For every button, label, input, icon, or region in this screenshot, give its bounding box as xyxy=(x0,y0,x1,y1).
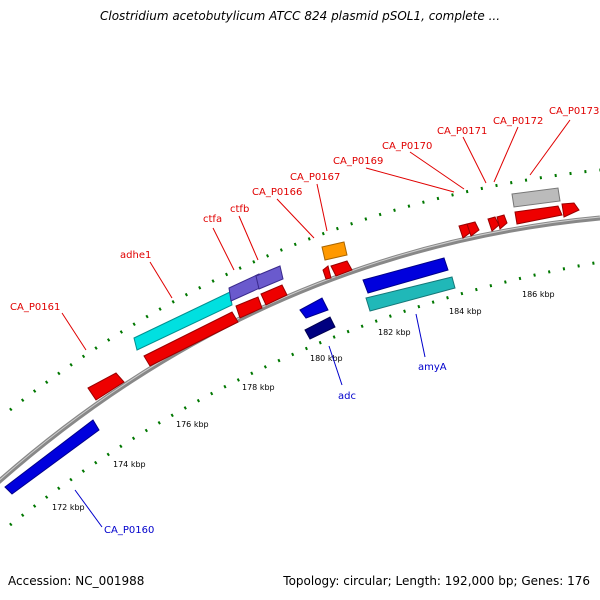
kbp-label-180: 180 kbp xyxy=(310,354,343,363)
topology-stats-text: Topology: circular; Length: 192,000 bp; … xyxy=(283,574,590,588)
plasmid-backbone xyxy=(0,215,600,484)
kbp-label-178: 178 kbp xyxy=(242,383,275,392)
gene-teal[interactable] xyxy=(365,276,456,312)
gene-ca-p0167-a[interactable] xyxy=(322,265,332,280)
label-ctfb[interactable]: ctfb xyxy=(230,204,249,215)
label-ca-p0169[interactable]: CA_P0169 xyxy=(333,156,383,167)
gene-adhe1[interactable] xyxy=(133,291,233,351)
map-title: Clostridium acetobutylicum ATCC 824 plas… xyxy=(99,9,501,23)
reverse-label-leaders xyxy=(74,313,426,528)
kbp-label-172: 172 kbp xyxy=(52,503,85,512)
label-adhe1[interactable]: adhe1 xyxy=(120,250,151,261)
label-adc[interactable]: adc xyxy=(338,391,356,402)
label-ca-p0166[interactable]: CA_P0166 xyxy=(252,187,302,198)
gene-ca-p0172[interactable] xyxy=(511,187,561,208)
kbp-label-176: 176 kbp xyxy=(176,420,209,429)
gene-amya[interactable] xyxy=(362,257,449,294)
kbp-label-174: 174 kbp xyxy=(113,460,146,469)
label-amya[interactable]: amyA xyxy=(418,362,447,373)
gene-ca-p0173-b[interactable] xyxy=(561,202,580,218)
label-ca-p0173[interactable]: CA_P0173 xyxy=(549,106,599,117)
label-ca-p0170[interactable]: CA_P0170 xyxy=(382,141,432,152)
forward-label-leaders xyxy=(61,119,571,351)
plasmid-backbone-highlight xyxy=(0,216,600,481)
gene-ca-p0161[interactable] xyxy=(87,372,125,401)
gene-ca-p0165[interactable] xyxy=(299,297,329,319)
kbp-label-186: 186 kbp xyxy=(522,290,555,299)
gene-ca-p0166[interactable] xyxy=(321,241,348,261)
kbp-label-182: 182 kbp xyxy=(378,328,411,337)
gene-ctf-red-2[interactable] xyxy=(260,284,288,306)
gene-ca-p0167-b[interactable] xyxy=(330,260,353,277)
label-ca-p0160[interactable]: CA_P0160 xyxy=(104,525,154,536)
label-ca-p0171[interactable]: CA_P0171 xyxy=(437,126,487,137)
gene-ca-p0160[interactable] xyxy=(4,419,100,495)
label-ca-p0167[interactable]: CA_P0167 xyxy=(290,172,340,183)
gene-adhe2[interactable] xyxy=(143,311,239,367)
gene-ctf-red-1[interactable] xyxy=(235,296,263,319)
kbp-label-184: 184 kbp xyxy=(449,307,482,316)
gene-ca-p0173-a[interactable] xyxy=(514,205,563,225)
label-ca-p0172[interactable]: CA_P0172 xyxy=(493,116,543,127)
gene-ca-p0171-b[interactable] xyxy=(496,214,508,230)
gene-adc[interactable] xyxy=(304,316,336,340)
gene-ca-p0170[interactable] xyxy=(466,221,480,237)
label-ctfa[interactable]: ctfa xyxy=(203,214,222,225)
gene-ctfb[interactable] xyxy=(255,265,284,290)
accession-text: Accession: NC_001988 xyxy=(8,574,145,588)
label-ca-p0161[interactable]: CA_P0161 xyxy=(10,302,60,313)
